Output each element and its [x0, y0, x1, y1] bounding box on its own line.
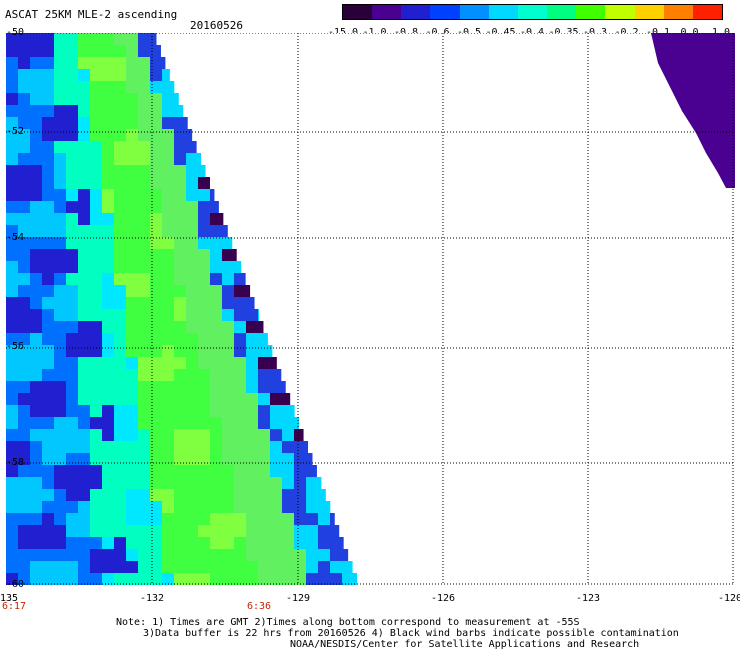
x-tick-label: -123	[575, 593, 601, 604]
colorbar-label: -0.2	[614, 27, 639, 38]
gridlines	[6, 33, 735, 585]
note-line-1: Note: 1) Times are GMT 2)Times along bot…	[116, 617, 580, 628]
y-tick-label: -58	[6, 457, 25, 468]
time-label: 6:36	[246, 601, 272, 612]
y-tick-label: -50	[6, 27, 25, 38]
colorbar-segment	[517, 5, 548, 19]
chart-date: 20160526	[190, 19, 243, 32]
colorbar-label: -0.6	[425, 27, 450, 38]
x-tick-label: -132	[139, 593, 165, 604]
x-tick-label: -120	[717, 593, 740, 604]
y-tick-label: -54	[6, 232, 25, 243]
colorbar-segment	[343, 5, 373, 19]
colorbar-label: -0.35	[548, 27, 579, 38]
colorbar-segment	[634, 5, 664, 19]
colorbar-label: -0.45	[485, 27, 516, 38]
note-line-2: 3)Data buffer is 22 hrs from 20160526 4)…	[143, 628, 679, 639]
colorbar-segment	[605, 5, 635, 19]
colorbar-segment	[692, 5, 723, 19]
colorbar-segment	[401, 5, 431, 19]
colorbar-segment	[547, 5, 577, 19]
colorbar-segment	[372, 5, 402, 19]
x-tick-label: -135	[0, 593, 19, 604]
chart-title: ASCAT 25KM MLE-2 ascending	[5, 8, 178, 21]
note-line-3: NOAA/NESDIS/Center for Satellite Applica…	[290, 639, 640, 650]
swath-left	[6, 33, 358, 585]
y-tick-label: -52	[6, 126, 25, 137]
colorbar	[342, 4, 723, 20]
colorbar-segment	[459, 5, 489, 19]
x-tick-label: -126	[430, 593, 456, 604]
colorbar-segment	[576, 5, 606, 19]
y-tick-label: -56	[6, 341, 25, 352]
y-tick-label: -60	[6, 579, 25, 590]
x-tick-label: -129	[285, 593, 311, 604]
time-label: 6:17	[1, 601, 27, 612]
colorbar-label: -1.0	[362, 27, 387, 38]
swath-right	[651, 33, 735, 188]
colorbar-label: 0.0	[680, 27, 699, 38]
colorbar-segment	[430, 5, 460, 19]
colorbar-segment	[488, 5, 518, 19]
swath-map	[6, 33, 735, 585]
colorbar-segment	[663, 5, 693, 19]
